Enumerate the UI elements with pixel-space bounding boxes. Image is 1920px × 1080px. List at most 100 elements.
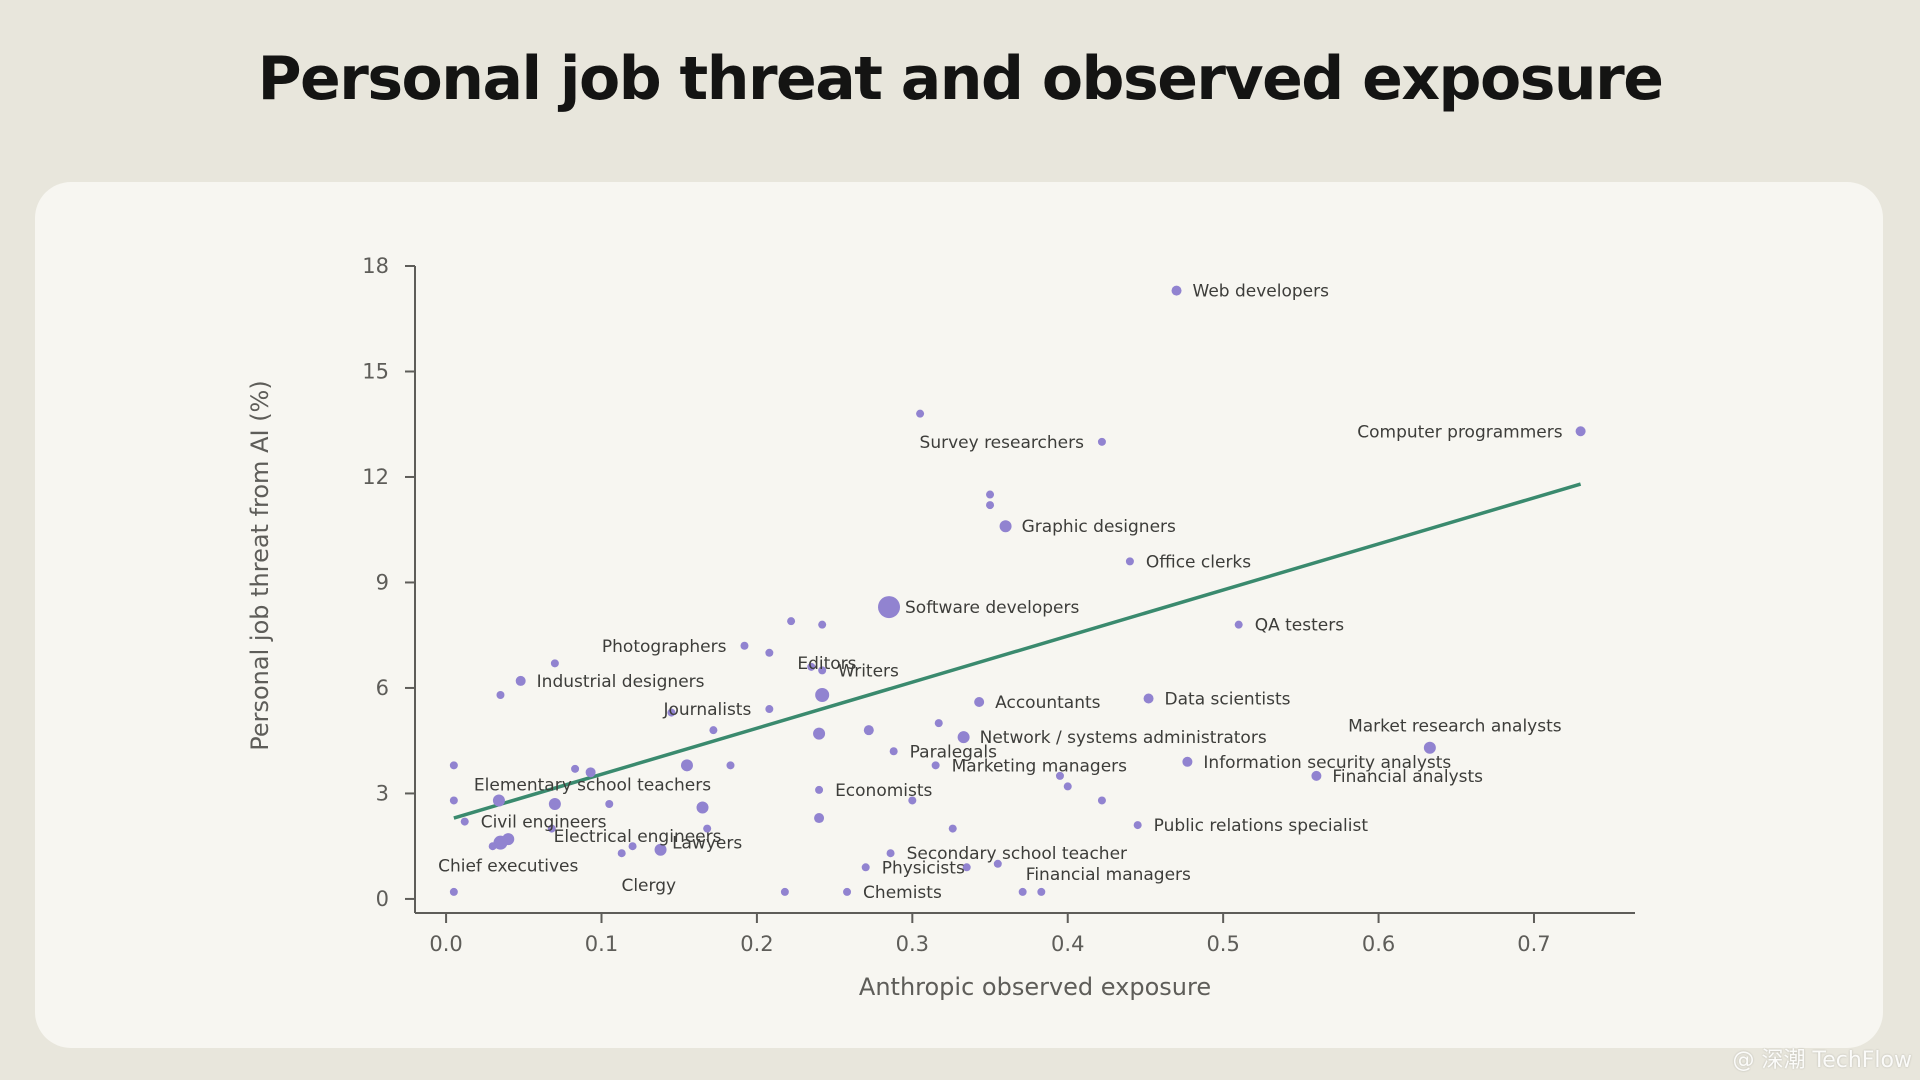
point-label: Network / systems administrators — [980, 728, 1267, 748]
data-point — [843, 887, 852, 896]
data-point — [889, 747, 898, 756]
data-point — [878, 596, 901, 619]
data-point — [1097, 796, 1106, 805]
data-point — [515, 675, 526, 686]
y-tick-label: 12 — [362, 465, 389, 489]
data-point — [449, 887, 458, 896]
point-label: Financial analysts — [1332, 767, 1483, 787]
point-label: Elementary school teachers — [474, 775, 711, 795]
y-tick-label: 6 — [376, 676, 389, 700]
data-point — [948, 824, 957, 833]
data-point — [654, 843, 667, 856]
point-label: Paralegals — [910, 742, 997, 762]
x-tick-label: 0.2 — [740, 932, 773, 956]
data-point — [931, 761, 940, 770]
data-point — [957, 731, 970, 744]
data-point — [886, 849, 895, 858]
trendline — [453, 482, 1582, 820]
data-point — [861, 863, 870, 872]
point-label: Electrical engineers — [554, 827, 722, 847]
point-label: Editors — [797, 654, 856, 674]
data-point — [628, 842, 637, 851]
point-label: Industrial designers — [537, 672, 705, 692]
data-point — [460, 817, 469, 826]
data-point — [1182, 756, 1193, 767]
data-point — [726, 761, 735, 770]
point-label: QA testers — [1255, 616, 1345, 636]
point-label: Lawyers — [672, 834, 742, 854]
data-point — [1055, 771, 1064, 780]
chart-card: 0 3 6 9 12 15 18 0.0 0.1 0.2 0.3 0.4 0.5 0.6 0.7 Web d… — [35, 182, 1883, 1048]
point-label: Survey researchers — [920, 433, 1085, 453]
data-point — [807, 662, 816, 671]
data-point — [696, 801, 709, 814]
chart-axes: 0 3 6 9 12 15 18 0.0 0.1 0.2 0.3 0.4 0.5 0.6 0.7 — [362, 254, 1635, 956]
data-point — [740, 641, 749, 650]
data-point — [667, 708, 676, 717]
x-tick-label: 0.4 — [1051, 932, 1084, 956]
data-point — [1018, 887, 1027, 896]
page-title: Personal job threat and observed exposur… — [257, 44, 1664, 114]
data-point — [617, 849, 626, 858]
x-tick-label: 0.6 — [1362, 932, 1395, 956]
point-label: Financial managers — [1026, 865, 1191, 885]
point-label: Photographers — [602, 637, 727, 657]
point-label: Physicists — [882, 858, 965, 878]
data-point — [709, 726, 718, 735]
data-point — [815, 687, 830, 702]
data-point — [787, 617, 796, 626]
point-label: Chief executives — [438, 857, 578, 877]
data-point — [765, 648, 774, 657]
data-point — [1037, 887, 1046, 896]
x-tick-label: 0.1 — [585, 932, 618, 956]
data-point — [818, 666, 827, 675]
data-point — [863, 725, 874, 736]
y-tick-label: 9 — [376, 570, 389, 594]
data-point — [585, 767, 596, 778]
x-tick-label: 0.5 — [1206, 932, 1239, 956]
data-point — [813, 727, 826, 740]
point-labels: Web developers Computer programmers Survey… — [438, 282, 1563, 903]
x-tick-label: 0.3 — [896, 932, 929, 956]
data-point — [818, 620, 827, 629]
point-label: Journalists — [662, 700, 751, 720]
point-label: Information security analysts — [1203, 753, 1451, 773]
point-label: Economists — [835, 781, 932, 801]
data-point — [962, 863, 971, 872]
data-point — [1125, 557, 1134, 566]
data-point — [815, 785, 824, 794]
x-tick-label: 0.0 — [429, 932, 462, 956]
point-label: Chemists — [863, 883, 942, 903]
data-point — [1311, 770, 1322, 781]
data-point — [571, 764, 580, 773]
data-points — [449, 285, 1586, 896]
point-label: Marketing managers — [952, 756, 1128, 776]
trendline-group — [453, 482, 1582, 820]
point-label: Computer programmers — [1357, 422, 1562, 442]
x-tick-label: 0.7 — [1517, 932, 1550, 956]
point-label: Accountants — [995, 693, 1100, 713]
data-point — [986, 490, 995, 499]
y-tick-label: 0 — [376, 887, 389, 911]
y-tick-label: 3 — [376, 781, 389, 805]
point-label: Market research analysts — [1348, 717, 1562, 737]
y-tick-label: 15 — [362, 359, 389, 383]
data-point — [605, 799, 614, 808]
watermark: @ 深潮 TechFlow — [1732, 1048, 1912, 1073]
data-point — [548, 797, 561, 810]
data-point — [814, 813, 825, 824]
data-point — [993, 859, 1002, 868]
point-label: Civil engineers — [481, 813, 607, 833]
data-point — [780, 887, 789, 896]
data-point — [680, 759, 693, 772]
point-label: Graphic designers — [1022, 517, 1176, 537]
data-point — [1423, 741, 1436, 754]
y-axis-title: Personal job threat from AI (%) — [246, 380, 274, 750]
data-point — [1063, 782, 1072, 791]
scatter-chart: 0 3 6 9 12 15 18 0.0 0.1 0.2 0.3 0.4 0.5 0.6 0.7 Web d… — [246, 254, 1635, 1001]
point-label: Writers — [838, 661, 899, 681]
point-label: Secondary school teacher — [907, 844, 1127, 864]
data-point — [493, 835, 508, 850]
data-point — [1097, 437, 1106, 446]
